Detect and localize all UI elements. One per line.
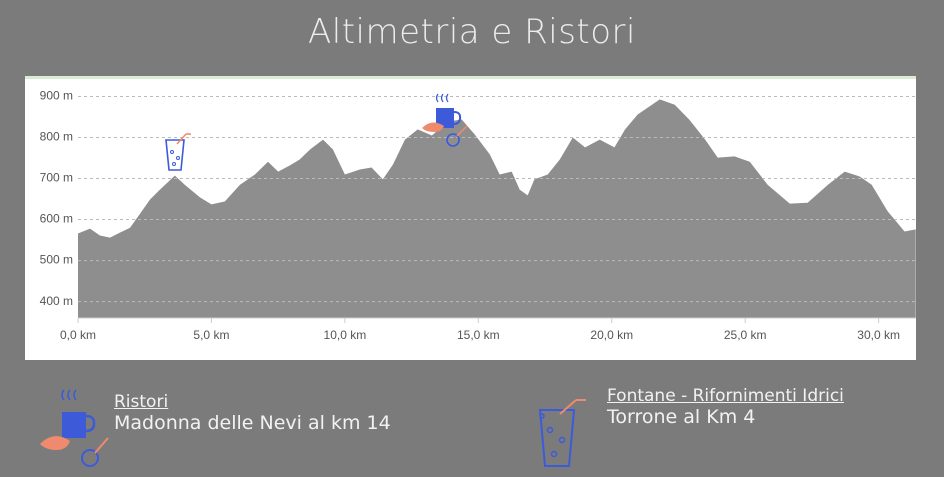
- x-tick-label: 15,0 km: [457, 328, 500, 342]
- x-tick-label: 10,0 km: [324, 328, 367, 342]
- food-icon: [422, 93, 468, 147]
- elevation-area: [78, 99, 916, 318]
- legend-item: Ristori Madonna delle Nevi al km 14: [114, 392, 391, 434]
- y-tick-label: 700 m: [40, 171, 73, 185]
- map-strip: [25, 76, 916, 79]
- water-icon: [165, 133, 191, 171]
- x-tick-label: 0,0 km: [60, 328, 96, 342]
- x-tick-label: 20,0 km: [590, 328, 633, 342]
- legend-text: Torrone al Km 4: [607, 406, 756, 428]
- y-tick-label: 400 m: [40, 294, 73, 308]
- y-tick-label: 500 m: [40, 253, 73, 267]
- x-tick-label: 5,0 km: [193, 328, 229, 342]
- y-tick-label: 600 m: [40, 212, 73, 226]
- legend-food-icon: [40, 389, 109, 467]
- legend-water-icon: [538, 399, 586, 467]
- y-tick-label: 800 m: [40, 130, 73, 144]
- y-tick-label: 900 m: [40, 89, 73, 103]
- legend-text: Madonna delle Nevi al km 14: [114, 412, 391, 434]
- legend-item: Fontane - Rifornimenti Idrici Torrone al…: [607, 386, 844, 428]
- page-title: Altimetria e Ristori: [308, 12, 636, 52]
- legend-link[interactable]: Ristori: [114, 392, 169, 412]
- x-tick-label: 25,0 km: [724, 328, 767, 342]
- x-tick-label: 30,0 km: [857, 328, 900, 342]
- plot-area: 400 m 500 m 600 m 700 m 800 m 900 m 0,0 km 5,0 …: [40, 89, 916, 342]
- legend-link[interactable]: Fontane - Rifornimenti Idrici: [607, 386, 844, 406]
